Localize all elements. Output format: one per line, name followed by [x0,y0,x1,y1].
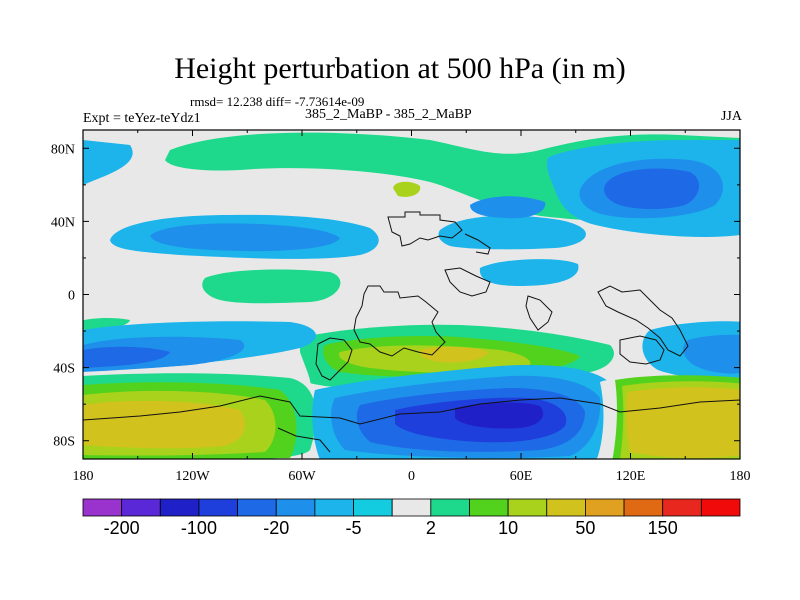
y-tick-label: 40N [51,215,75,230]
positive-core2-australia-south [626,387,740,458]
contour-fill-layer [83,130,740,459]
colorbar: -200 -100 -20 -5 2 10 50 150 [82,498,741,538]
colorbar-label: -20 [263,518,289,538]
y-tick-label: 80N [51,142,75,157]
negative-core-asia [470,196,546,219]
season-label: JJA [720,109,742,124]
experiment-label: Expt = teYez-teYdz1 [83,111,201,126]
colorbar-swatch [391,498,432,517]
colorbar-swatch [314,498,354,517]
colorbar-swatch [198,498,238,517]
coastline-south-america [315,337,353,381]
y-tick-label: 40S [53,362,75,377]
coastline-europe [387,211,463,247]
negative-core2-nh-arctic [604,168,700,210]
colorbar-label: -200 [104,518,140,538]
x-tick-label: 120E [616,469,646,484]
coastline-se-asia [597,285,689,357]
colorbar-swatch [662,498,702,517]
page-title: Height perturbation at 500 hPa (in m) [174,52,626,85]
x-tick-label: 180 [73,469,94,484]
y-tick-label: 0 [68,289,75,304]
coastline-antarctic-peninsula [277,427,331,453]
colorbar-swatch [507,498,548,517]
coastline-misc-ne-asia [464,233,491,255]
colorbar-label: -5 [346,518,362,538]
coastline-arabia [444,267,491,297]
coastline-africa [353,285,446,357]
coastline-layer [83,211,740,459]
colorbar-swatch [82,498,123,517]
negative-core2-sh-pacific [83,346,170,368]
negative-core-sh-australia [683,334,740,374]
x-tick-label: 0 [408,469,415,484]
stats-label: rmsd= 12.238 diff= -7.73614e-09 [190,94,365,109]
colorbar-swatch [700,498,741,517]
axis-ticks: 180 120W 60W 0 60E 120E 180 80N 40N 0 40S 80S [51,130,751,484]
colorbar-swatch [585,498,625,517]
positive-core-north-atlantic [393,181,421,197]
zero-strip-sh-east [596,380,620,459]
x-tick-label: 120W [175,469,210,484]
colorbar-swatch [469,498,509,517]
positive-region-west-pacific [83,317,130,330]
positive-core3-south-pacific [83,400,245,449]
coastline-antarctica [83,395,740,459]
x-tick-label: 180 [730,469,751,484]
colorbar-swatch [623,498,664,517]
colorbar-swatch [430,498,470,517]
colorbar-label: 150 [648,518,678,538]
colorbar-label: 2 [426,518,436,538]
negative-core-nh-midlat [150,223,340,252]
positive-region-tropical-atlantic [202,269,341,304]
negative-core4-southern-ocean [455,402,544,429]
negative-region-pacific-subtrop [479,259,579,286]
x-tick-label: 60W [288,469,316,484]
difference-label: 385_2_MaBP - 385_2_MaBP [305,107,472,122]
negative-region-nh-pacific [83,140,133,185]
colorbar-swatch [275,498,316,517]
colorbar-swatch [237,498,277,517]
colorbar-label: 10 [498,518,518,538]
colorbar-label: 50 [575,518,595,538]
x-tick-label: 60E [510,469,533,484]
coastline-australia [619,335,665,365]
colorbar-swatch [353,498,393,517]
colorbar-swatch [121,498,161,517]
coastline-india [525,295,553,331]
negative-region-asia [438,215,586,250]
y-tick-label: 80S [53,435,75,450]
colorbar-label: -100 [181,518,217,538]
colorbar-swatch [546,498,586,517]
colorbar-swatch [159,498,200,517]
